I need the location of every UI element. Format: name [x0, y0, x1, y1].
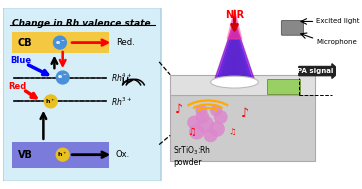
Polygon shape	[223, 39, 246, 82]
Polygon shape	[214, 21, 255, 82]
FancyBboxPatch shape	[170, 95, 315, 161]
Polygon shape	[227, 9, 242, 39]
Polygon shape	[229, 9, 240, 39]
FancyBboxPatch shape	[12, 142, 109, 167]
Text: h$^+$: h$^+$	[46, 97, 56, 106]
Circle shape	[204, 129, 217, 142]
Polygon shape	[230, 53, 239, 82]
FancyBboxPatch shape	[281, 21, 303, 35]
Text: NIR: NIR	[225, 9, 244, 19]
Text: $Rh^{3+}$: $Rh^{3+}$	[111, 95, 132, 108]
Polygon shape	[233, 9, 236, 39]
Text: h$^+$: h$^+$	[58, 150, 68, 159]
FancyBboxPatch shape	[3, 8, 161, 181]
Text: $Rh^{4+}$: $Rh^{4+}$	[111, 71, 132, 84]
FancyBboxPatch shape	[170, 75, 315, 95]
Polygon shape	[216, 25, 253, 82]
Circle shape	[44, 95, 57, 108]
Circle shape	[210, 122, 224, 136]
Circle shape	[56, 148, 69, 161]
Polygon shape	[228, 48, 241, 82]
Circle shape	[196, 105, 207, 116]
Text: PA signal: PA signal	[297, 68, 333, 74]
Text: ♫: ♫	[228, 127, 236, 136]
FancyBboxPatch shape	[12, 33, 109, 53]
Text: Red: Red	[8, 82, 27, 91]
Text: CB: CB	[18, 38, 32, 48]
Text: e$^-$: e$^-$	[58, 74, 68, 81]
Circle shape	[189, 124, 204, 139]
Text: Blue: Blue	[10, 56, 31, 65]
Polygon shape	[218, 30, 251, 82]
Text: VB: VB	[18, 150, 33, 160]
Text: ♪: ♪	[175, 103, 183, 116]
Text: Change in Rh valence state: Change in Rh valence state	[12, 19, 150, 28]
Polygon shape	[221, 34, 248, 82]
Text: ♪: ♪	[241, 107, 249, 120]
Polygon shape	[225, 43, 244, 82]
Circle shape	[188, 116, 201, 129]
Circle shape	[56, 71, 69, 84]
Text: Ox.: Ox.	[116, 150, 130, 159]
Circle shape	[196, 111, 209, 123]
Text: ♫: ♫	[187, 127, 195, 137]
Circle shape	[214, 111, 227, 123]
FancyArrow shape	[299, 64, 340, 78]
Text: Excited light: Excited light	[316, 19, 360, 24]
Polygon shape	[231, 9, 238, 39]
Text: SrTiO$_3$:Rh
powder: SrTiO$_3$:Rh powder	[173, 145, 211, 167]
Text: Microphone: Microphone	[316, 39, 357, 45]
Circle shape	[197, 116, 213, 133]
Text: Red.: Red.	[116, 38, 135, 47]
FancyBboxPatch shape	[267, 79, 300, 94]
Circle shape	[54, 36, 66, 49]
Circle shape	[211, 105, 222, 116]
Text: e$^-$: e$^-$	[55, 39, 65, 46]
Ellipse shape	[211, 76, 258, 88]
